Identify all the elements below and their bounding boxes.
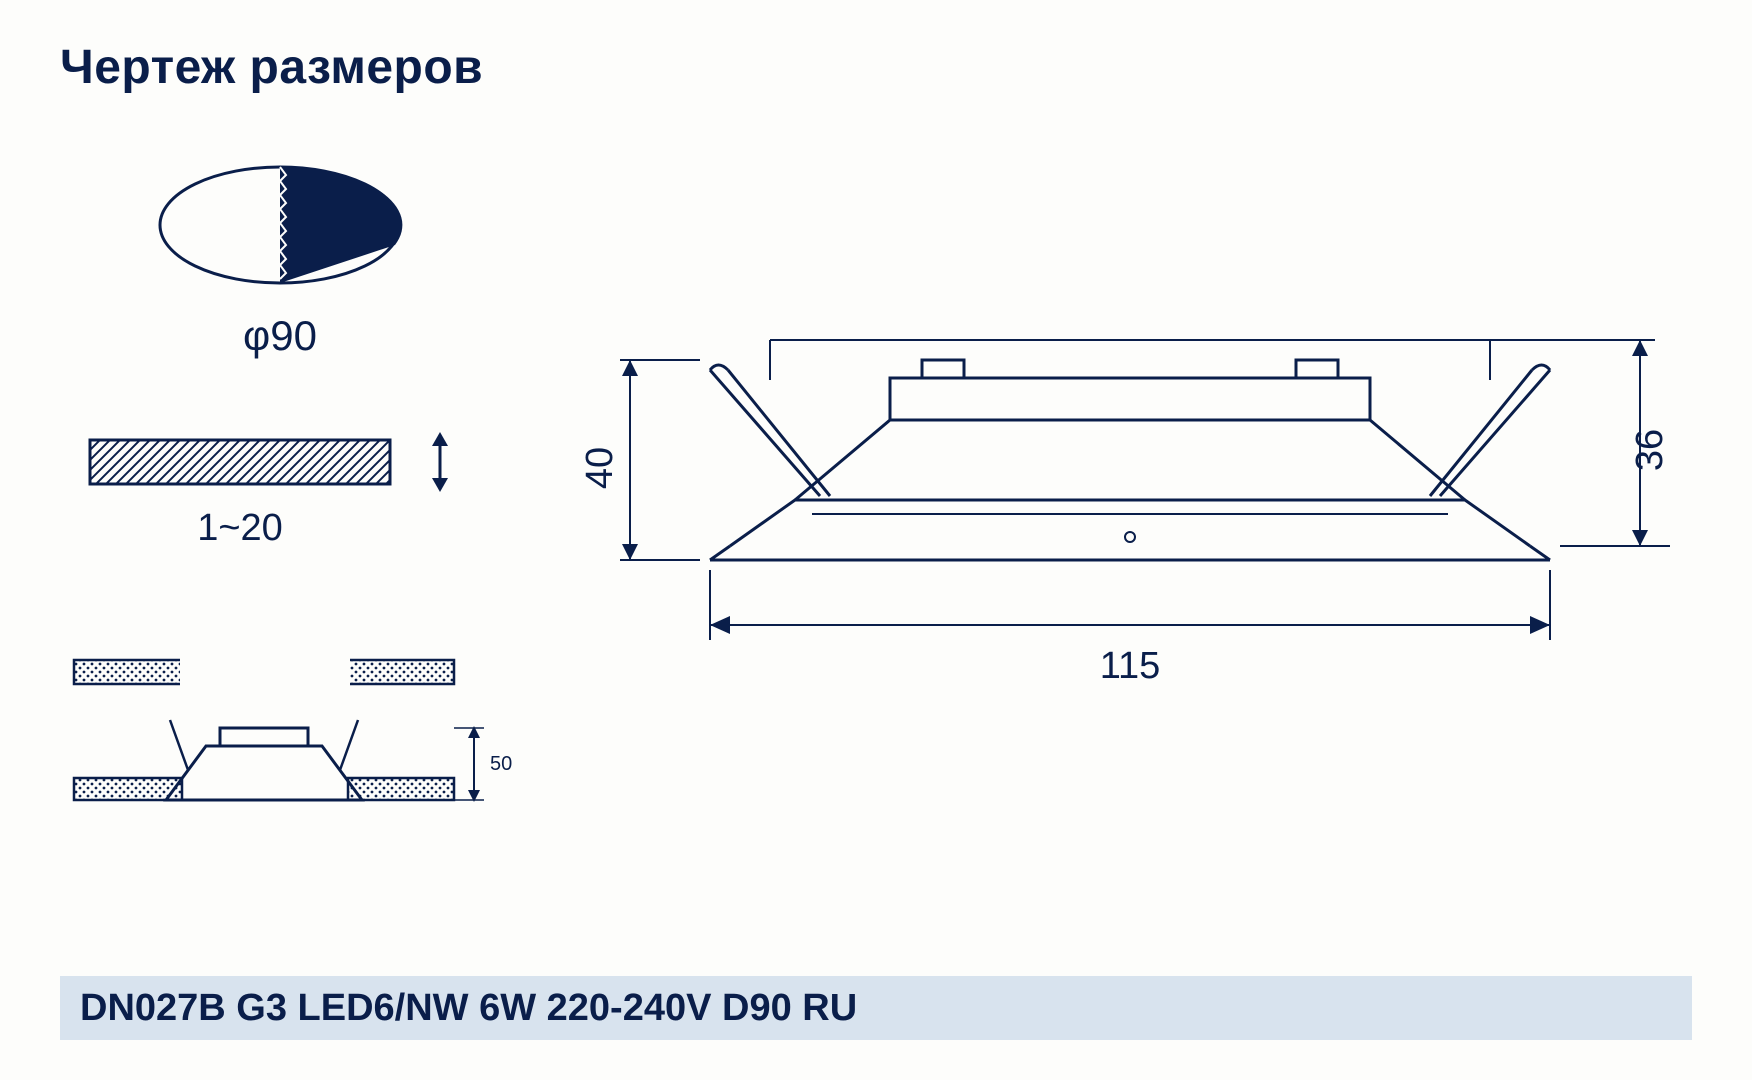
dim-36: 36 <box>1629 429 1671 471</box>
mount-section-diagram: 50 <box>70 650 530 830</box>
top-view-label: φ90 <box>243 312 317 359</box>
mount-dim-50: 50 <box>490 753 512 775</box>
product-code-band: DN027B G3 LED6/NW 6W 220-240V D90 RU <box>60 976 1692 1040</box>
dim-40: 40 <box>579 447 621 489</box>
top-view-diagram: φ90 <box>110 155 430 375</box>
side-view-diagram: 40 36 115 <box>560 300 1700 740</box>
ceiling-strip-diagram: 1~20 <box>80 430 500 570</box>
ceiling-strip-label: 1~20 <box>197 507 283 549</box>
dim-115: 115 <box>1100 645 1161 687</box>
product-code: DN027B G3 LED6/NW 6W 220-240V D90 RU <box>80 987 857 1030</box>
page-title: Чертеж размеров <box>60 40 483 95</box>
